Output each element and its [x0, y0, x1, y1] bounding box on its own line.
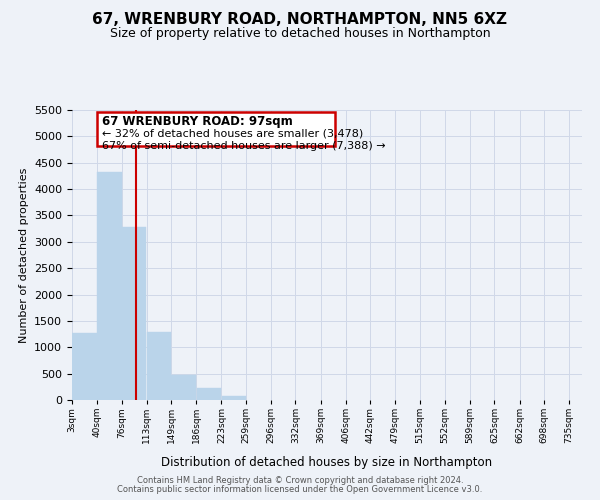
Text: Distribution of detached houses by size in Northampton: Distribution of detached houses by size …: [161, 456, 493, 469]
Bar: [122, 226, 146, 400]
Bar: [97, 172, 122, 400]
Bar: [147, 332, 172, 400]
Bar: [197, 388, 221, 400]
Text: 67, WRENBURY ROAD, NORTHAMPTON, NN5 6XZ: 67, WRENBURY ROAD, NORTHAMPTON, NN5 6XZ: [92, 12, 508, 28]
Text: ← 32% of detached houses are smaller (3,478): ← 32% of detached houses are smaller (3,…: [102, 128, 363, 138]
Text: Contains public sector information licensed under the Open Government Licence v3: Contains public sector information licen…: [118, 485, 482, 494]
Bar: [172, 375, 196, 400]
Text: 67% of semi-detached houses are larger (7,388) →: 67% of semi-detached houses are larger (…: [102, 140, 386, 150]
Bar: [222, 396, 246, 400]
Text: Contains HM Land Registry data © Crown copyright and database right 2024.: Contains HM Land Registry data © Crown c…: [137, 476, 463, 485]
Text: 67 WRENBURY ROAD: 97sqm: 67 WRENBURY ROAD: 97sqm: [102, 114, 293, 128]
Text: Size of property relative to detached houses in Northampton: Size of property relative to detached ho…: [110, 28, 490, 40]
Bar: [73, 333, 97, 400]
Y-axis label: Number of detached properties: Number of detached properties: [19, 168, 29, 342]
